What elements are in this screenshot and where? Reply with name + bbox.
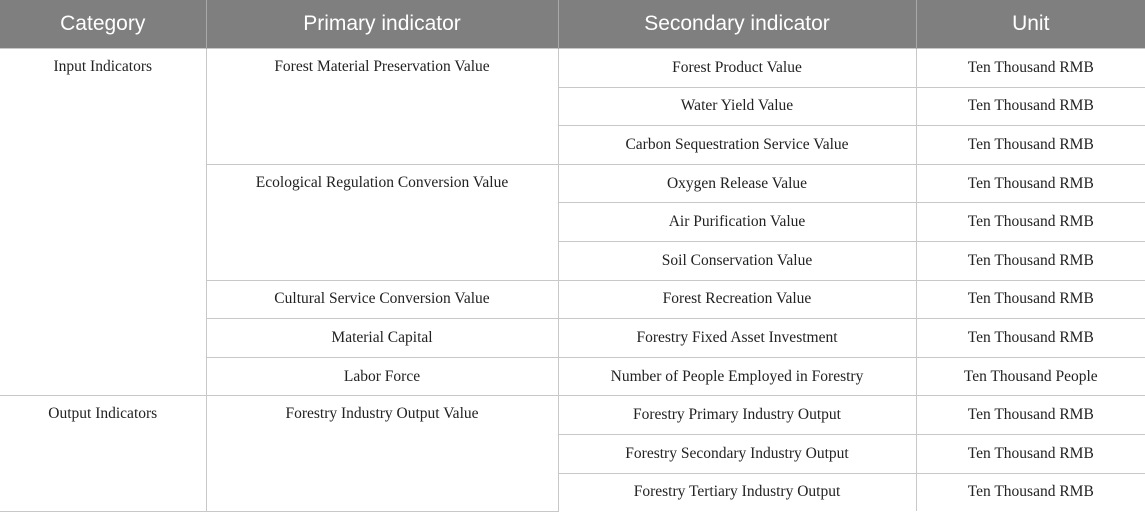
unit-cell: Ten Thousand RMB bbox=[915, 163, 1145, 204]
secondary-indicator-cell: Forest Product Value bbox=[557, 48, 917, 88]
primary-indicator-cell: Forest Material Preservation Value bbox=[205, 48, 559, 165]
primary-indicator-cell: Cultural Service Conversion Value bbox=[205, 279, 559, 320]
primary-indicator-cell: Forestry Industry Output Value bbox=[205, 395, 559, 512]
secondary-indicator-cell: Water Yield Value bbox=[557, 86, 917, 127]
header-secondary-indicator: Secondary indicator bbox=[558, 0, 917, 49]
secondary-indicator-cell: Oxygen Release Value bbox=[557, 163, 917, 204]
unit-cell: Ten Thousand RMB bbox=[915, 318, 1145, 358]
secondary-indicator-cell: Forestry Primary Industry Output bbox=[557, 395, 917, 435]
table-row: Air Purification Value Ten Thousand RMB bbox=[0, 202, 1145, 242]
table-row: Input Indicators Forest Material Preserv… bbox=[0, 47, 1145, 397]
unit-cell: Ten Thousand RMB bbox=[915, 472, 1145, 512]
unit-cell: Ten Thousand RMB bbox=[915, 395, 1145, 435]
unit-cell: Ten Thousand RMB bbox=[915, 202, 1145, 242]
primary-indicator-cell: Material Capital bbox=[205, 318, 559, 358]
unit-cell: Ten Thousand RMB bbox=[915, 48, 1145, 88]
table-row: Labor Force Number of People Employed in… bbox=[0, 356, 1145, 397]
category-cell: Input Indicators bbox=[0, 47, 207, 397]
table-row: Forestry Secondary Industry Output Ten T… bbox=[0, 433, 1145, 474]
table-row: Output Indicators Forestry Industry Outp… bbox=[0, 395, 1145, 512]
unit-cell: Ten Thousand RMB bbox=[915, 125, 1145, 165]
secondary-indicator-cell: Carbon Sequestration Service Value bbox=[557, 125, 917, 165]
secondary-indicator-cell: Forest Recreation Value bbox=[557, 279, 917, 320]
secondary-indicator-cell: Air Purification Value bbox=[557, 202, 917, 242]
table-body: Input Indicators Forest Material Preserv… bbox=[0, 47, 1145, 512]
table-row: Soil Conservation Value Ten Thousand RMB bbox=[0, 240, 1145, 281]
primary-indicator-cell: Labor Force bbox=[205, 356, 559, 397]
table-row: Ecological Regulation Conversion Value O… bbox=[0, 163, 1145, 281]
table-row: Water Yield Value Ten Thousand RMB bbox=[0, 86, 1145, 127]
unit-cell: Ten Thousand RMB bbox=[915, 86, 1145, 127]
table-row: Cultural Service Conversion Value Forest… bbox=[0, 279, 1145, 320]
header-primary-indicator: Primary indicator bbox=[206, 0, 559, 49]
secondary-indicator-cell: Number of People Employed in Forestry bbox=[557, 356, 917, 397]
table-row: Material Capital Forestry Fixed Asset In… bbox=[0, 318, 1145, 358]
unit-cell: Ten Thousand RMB bbox=[915, 240, 1145, 281]
secondary-indicator-cell: Forestry Secondary Industry Output bbox=[557, 433, 917, 474]
secondary-indicator-cell: Forestry Tertiary Industry Output bbox=[557, 472, 917, 512]
unit-cell: Ten Thousand People bbox=[915, 356, 1145, 397]
table-row: Forestry Tertiary Industry Output Ten Th… bbox=[0, 472, 1145, 512]
secondary-indicator-cell: Soil Conservation Value bbox=[557, 240, 917, 281]
header-unit: Unit bbox=[916, 0, 1145, 49]
header-category: Category bbox=[0, 0, 207, 49]
unit-cell: Ten Thousand RMB bbox=[915, 279, 1145, 320]
category-cell: Output Indicators bbox=[0, 395, 207, 512]
primary-indicator-cell: Ecological Regulation Conversion Value bbox=[205, 163, 559, 281]
unit-cell: Ten Thousand RMB bbox=[915, 433, 1145, 474]
header-row: Category Primary indicator Secondary ind… bbox=[0, 0, 1145, 49]
secondary-indicator-cell: Forestry Fixed Asset Investment bbox=[557, 318, 917, 358]
table-row: Carbon Sequestration Service Value Ten T… bbox=[0, 125, 1145, 165]
table-header: Category Primary indicator Secondary ind… bbox=[0, 0, 1145, 49]
